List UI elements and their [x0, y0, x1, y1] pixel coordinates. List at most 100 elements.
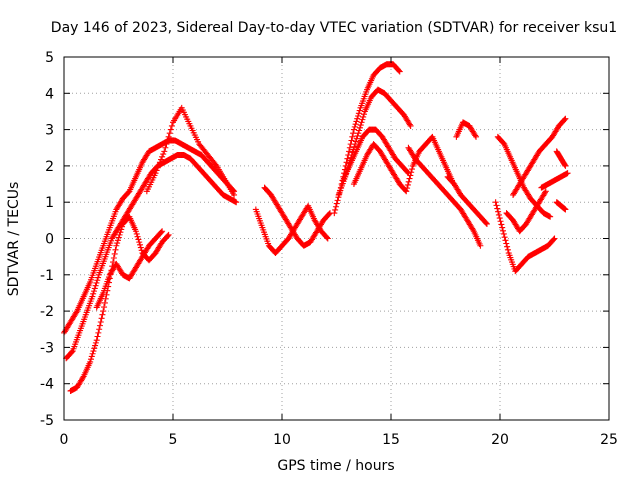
data-point: [494, 205, 501, 212]
data-point: [356, 127, 363, 134]
data-point: [350, 130, 357, 137]
data-point: [542, 188, 549, 195]
y-tick-label: 2: [45, 159, 54, 175]
data-point: [564, 170, 571, 177]
data-point: [153, 167, 160, 174]
x-tick-label: 10: [273, 432, 291, 448]
series-arc-15: [492, 199, 558, 275]
series-arc-17: [503, 188, 549, 235]
data-point: [331, 210, 338, 217]
data-point: [136, 239, 143, 246]
data-point: [333, 200, 340, 207]
data-point: [500, 230, 507, 237]
data-point: [110, 259, 117, 266]
data-point: [326, 210, 333, 217]
data-point: [96, 322, 103, 329]
data-point: [101, 304, 108, 311]
data-point: [68, 348, 75, 355]
x-tick-label: 0: [60, 432, 69, 448]
data-point: [404, 185, 411, 192]
data-point: [483, 220, 490, 227]
data-point: [158, 229, 165, 236]
data-point: [91, 285, 98, 292]
data-point: [90, 288, 97, 295]
data-point: [167, 126, 174, 133]
data-point: [163, 141, 170, 148]
data-point: [155, 161, 162, 168]
data-point: [356, 124, 363, 131]
y-axis-ticks: -5 -4 -3 -2 -1 0 1 2 3 4 5: [40, 50, 609, 429]
data-point: [407, 122, 414, 129]
data-point: [159, 153, 166, 160]
data-point: [165, 231, 172, 238]
data-point: [470, 226, 477, 233]
data-point: [166, 130, 173, 137]
y-tick-label: 1: [45, 195, 54, 211]
data-point: [348, 137, 355, 144]
data-point: [501, 234, 508, 241]
data-point: [360, 113, 367, 120]
series-arc-19: [538, 170, 571, 191]
data-point: [497, 218, 504, 225]
data-point: [357, 122, 364, 129]
data-point: [354, 132, 361, 139]
data-point: [115, 234, 122, 241]
data-point: [97, 318, 104, 325]
x-tick-label: 20: [491, 432, 509, 448]
data-point: [408, 166, 415, 173]
data-point: [355, 112, 362, 119]
data-point: [498, 221, 505, 228]
x-axis-ticks: 0 5 10 15 20 25: [60, 57, 618, 448]
data-point: [477, 242, 484, 249]
data-point: [95, 274, 102, 281]
data-point: [396, 68, 403, 75]
data-point: [408, 169, 415, 176]
series-arc-7: [261, 184, 333, 249]
data-point: [407, 172, 414, 179]
data-point: [92, 339, 99, 346]
series-arc-20: [553, 148, 569, 169]
data-point: [118, 226, 125, 233]
y-tick-label: 5: [45, 50, 54, 66]
data-point: [87, 358, 94, 365]
data-point: [156, 159, 163, 166]
data-point: [114, 240, 121, 247]
data-point: [158, 156, 165, 163]
data-point: [100, 308, 107, 315]
data-point: [502, 237, 509, 244]
y-tick-label: -3: [40, 340, 54, 356]
series-arc-21: [553, 199, 569, 213]
data-point: [89, 293, 96, 300]
data-point: [332, 203, 339, 210]
data-point: [90, 290, 97, 297]
data-point: [503, 240, 510, 247]
data-point: [168, 122, 175, 129]
chart-title: Day 146 of 2023, Sidereal Day-to-day VTE…: [51, 20, 617, 36]
data-point: [493, 202, 500, 209]
y-tick-label: -5: [40, 413, 54, 429]
data-point: [361, 111, 368, 118]
data-point: [233, 199, 240, 206]
data-point: [165, 133, 172, 140]
data-point: [473, 133, 480, 140]
data-point: [137, 241, 144, 248]
data-point: [101, 299, 108, 306]
data-point: [92, 342, 99, 349]
data-point: [483, 220, 490, 227]
data-point: [406, 121, 413, 128]
data-point: [355, 110, 362, 117]
data-point: [334, 197, 341, 204]
data-point: [496, 215, 503, 222]
data-point: [499, 224, 506, 231]
data-point: [403, 188, 410, 195]
data-point: [395, 67, 402, 74]
data-point: [89, 350, 96, 357]
series-arc-2: [63, 152, 240, 362]
data-point: [323, 234, 330, 241]
series-arc-4: [93, 228, 166, 311]
y-tick-label: 0: [45, 232, 54, 248]
data-point: [353, 118, 360, 125]
data-point: [551, 235, 558, 242]
series-arc-18: [510, 115, 569, 198]
y-tick-label: -2: [40, 304, 54, 320]
